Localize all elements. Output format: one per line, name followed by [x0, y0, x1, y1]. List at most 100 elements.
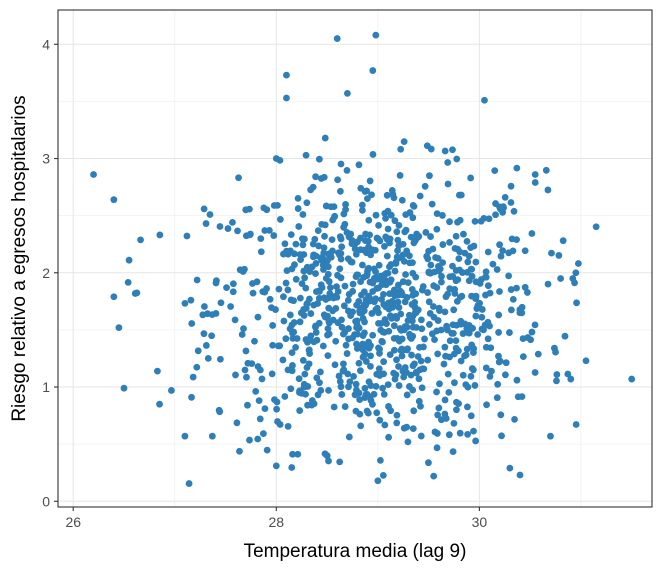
data-point — [331, 361, 339, 369]
data-point — [304, 401, 311, 409]
data-point — [314, 227, 322, 235]
data-point — [357, 422, 365, 430]
data-point — [227, 303, 235, 310]
data-point — [385, 403, 392, 410]
data-point — [499, 247, 507, 255]
data-point — [415, 375, 423, 383]
data-point — [359, 346, 367, 354]
data-point — [284, 422, 292, 430]
data-point — [398, 352, 406, 360]
data-point — [425, 269, 433, 276]
data-point — [510, 207, 518, 215]
data-point — [542, 166, 550, 174]
data-point — [375, 261, 383, 269]
data-point — [382, 270, 390, 277]
data-point — [359, 353, 367, 361]
data-point — [315, 155, 323, 163]
grid-lines — [58, 10, 652, 507]
data-point — [312, 173, 319, 181]
data-point — [291, 261, 298, 269]
data-point — [452, 337, 460, 345]
data-point — [457, 357, 465, 365]
data-point — [224, 225, 232, 232]
data-point — [263, 285, 270, 292]
data-point — [381, 242, 388, 250]
data-point — [507, 306, 515, 314]
data-point — [365, 292, 372, 300]
data-point — [482, 291, 489, 299]
data-point — [365, 216, 373, 224]
data-point — [299, 211, 307, 218]
data-point — [492, 200, 499, 207]
data-point — [450, 419, 458, 427]
data-point — [491, 167, 499, 175]
data-point — [446, 218, 453, 226]
data-point — [400, 138, 408, 146]
data-point — [216, 223, 224, 230]
data-point — [519, 335, 527, 342]
data-point — [513, 284, 520, 292]
data-point — [213, 277, 220, 285]
data-point — [531, 321, 539, 329]
data-point — [439, 241, 447, 248]
data-point — [505, 272, 513, 280]
data-point — [433, 210, 441, 218]
data-point — [381, 421, 389, 429]
data-point — [444, 180, 452, 188]
data-point — [398, 288, 405, 296]
data-point — [248, 360, 256, 368]
data-point — [436, 265, 444, 273]
data-point — [296, 318, 304, 326]
data-point — [555, 252, 563, 259]
data-point — [414, 353, 422, 360]
data-point — [381, 316, 389, 323]
data-point — [449, 146, 456, 154]
data-point — [488, 367, 495, 375]
data-point — [233, 419, 241, 427]
data-point — [217, 299, 225, 307]
data-point — [321, 232, 328, 240]
data-point — [363, 195, 371, 203]
data-point — [156, 231, 164, 239]
data-point — [592, 223, 600, 231]
data-point — [426, 172, 433, 180]
data-point — [506, 464, 514, 472]
y-tick-label: 2 — [42, 265, 50, 281]
data-point — [390, 334, 398, 342]
data-point — [317, 387, 325, 394]
data-point — [125, 256, 133, 264]
data-point — [352, 250, 360, 258]
data-point — [361, 384, 369, 392]
data-point — [223, 284, 230, 292]
data-point — [409, 259, 416, 267]
data-point — [380, 290, 387, 298]
data-point — [453, 406, 460, 414]
data-point — [288, 464, 296, 471]
data-point — [387, 276, 395, 284]
data-point — [465, 329, 473, 337]
data-point — [557, 275, 565, 282]
data-point — [480, 215, 488, 222]
data-point — [378, 337, 386, 345]
data-point — [295, 375, 303, 383]
panel-background — [58, 10, 652, 507]
data-point — [361, 318, 368, 326]
data-point — [315, 287, 323, 295]
data-point — [518, 309, 526, 317]
data-point — [244, 401, 251, 409]
data-point — [428, 200, 436, 208]
data-point — [348, 237, 356, 244]
data-point — [325, 457, 332, 465]
data-point — [496, 241, 503, 249]
data-point — [316, 368, 324, 376]
data-point — [506, 329, 513, 336]
data-point — [268, 370, 276, 378]
data-point — [431, 336, 438, 344]
data-point — [110, 196, 118, 204]
data-point — [325, 318, 333, 325]
data-point — [420, 365, 428, 373]
data-point — [238, 331, 246, 338]
data-point — [457, 191, 465, 199]
data-point — [322, 274, 330, 282]
data-point — [441, 396, 449, 404]
